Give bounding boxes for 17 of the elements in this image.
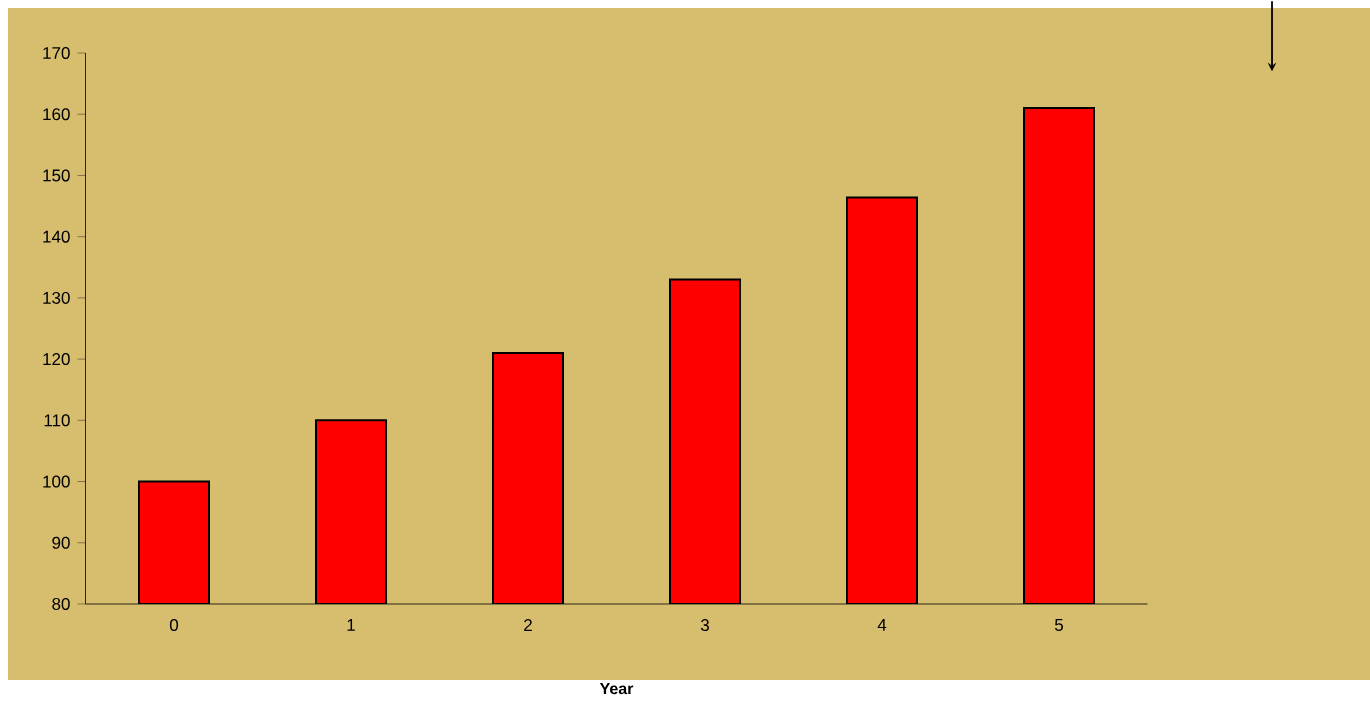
x-tick-label: 5 <box>1054 619 1064 631</box>
y-tick-label: 170 <box>43 47 70 60</box>
y-tick-label: 160 <box>43 108 70 121</box>
x-tick-label: 3 <box>700 619 709 632</box>
y-tick-label: 140 <box>43 230 70 243</box>
y-tick-label: 120 <box>43 353 70 366</box>
y-tick-label: 100 <box>43 475 70 488</box>
y-tick-label: 110 <box>44 414 70 427</box>
x-tick-label: 4 <box>877 619 887 631</box>
x-tick-label: 2 <box>524 619 532 631</box>
x-axis-title: Year <box>599 683 634 695</box>
x-tick-label: 1 <box>347 619 355 631</box>
y-tick-label: 150 <box>43 169 70 182</box>
y-tick-label: 80 <box>52 598 70 611</box>
y-tick-label: 90 <box>52 536 70 549</box>
x-tick-label: 0 <box>169 619 179 632</box>
y-tick-label: 130 <box>43 291 70 304</box>
